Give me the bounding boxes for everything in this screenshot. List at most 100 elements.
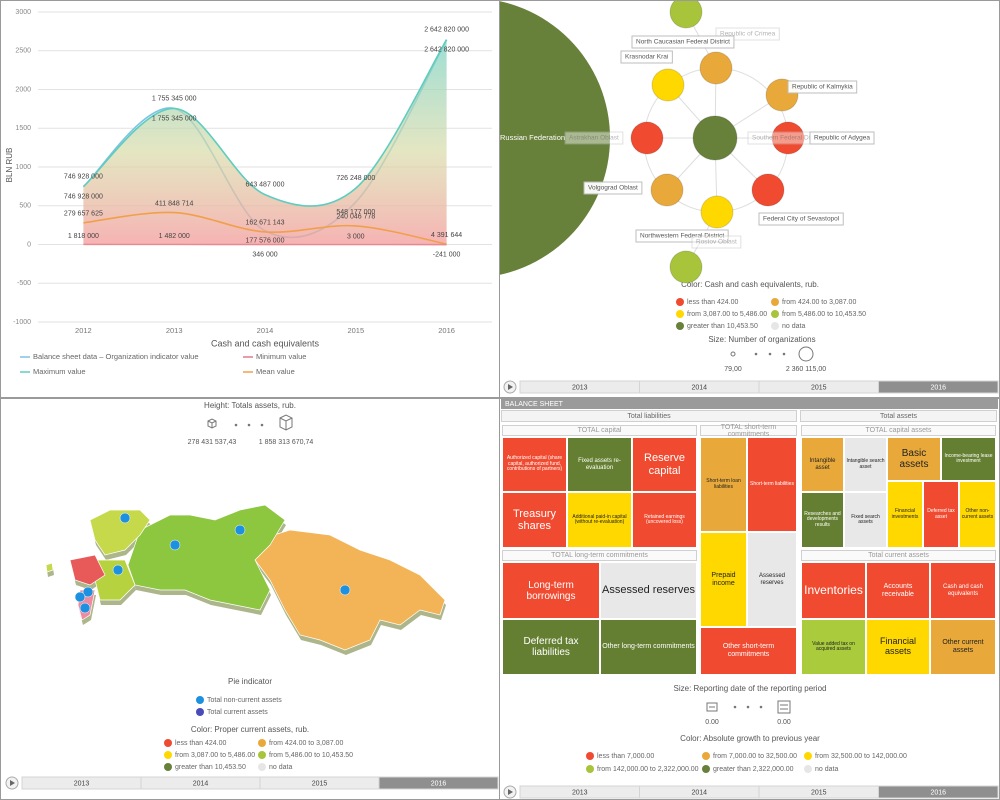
value-label: 162 671 143 bbox=[246, 220, 285, 227]
treemap-cell: Fixed search assets bbox=[844, 492, 887, 548]
region bbox=[45, 562, 54, 573]
treemap-cell: Accounts receivable bbox=[866, 562, 930, 619]
pie-marker bbox=[339, 584, 351, 596]
treemap-cell: Intangible search asset bbox=[844, 437, 887, 492]
legend-swatch bbox=[164, 763, 172, 771]
node-label-box bbox=[620, 50, 673, 64]
timeline-label: 2015 bbox=[811, 789, 827, 796]
y-tick-label: 500 bbox=[19, 203, 31, 210]
timeline-step[interactable] bbox=[378, 776, 499, 790]
legend-label: less than 424.00 bbox=[175, 740, 226, 747]
legend-label: from 424.00 to 3,087.00 bbox=[269, 740, 343, 747]
legend-label: Maximum value bbox=[33, 367, 86, 376]
legend-swatch bbox=[586, 765, 594, 773]
node bbox=[651, 68, 685, 102]
x-tick-label: 2016 bbox=[438, 326, 455, 335]
legend-swatch bbox=[258, 751, 266, 759]
treemap-cell: Value added tax on acquired assets bbox=[801, 619, 866, 675]
value-label: 746 928 000 bbox=[64, 173, 103, 180]
legend-label: from 424.00 to 3,087.00 bbox=[782, 299, 856, 306]
legend-label: from 5,486.00 to 10,453.50 bbox=[269, 752, 353, 759]
timeline-step[interactable] bbox=[878, 785, 999, 799]
value-label: 411 848 714 bbox=[155, 200, 194, 207]
node-label: Krasnodar Krai bbox=[625, 54, 668, 61]
legend-title: Pie indicator bbox=[228, 677, 272, 686]
section-header: TOTAL capital bbox=[502, 425, 697, 436]
treemap-cell: Assessed reserves bbox=[600, 562, 697, 619]
node-label-box bbox=[809, 131, 875, 145]
value-label: 548 177 000 bbox=[336, 209, 375, 216]
legend-swatch bbox=[164, 751, 172, 759]
legend-swatch bbox=[676, 322, 684, 330]
play-icon bbox=[10, 780, 15, 786]
legend-title: Color: Cash and cash equivalents, rub. bbox=[681, 280, 819, 289]
legend-label: greater than 2,322,000.00 bbox=[713, 766, 794, 773]
legend-swatch bbox=[258, 739, 266, 747]
node-label-box bbox=[787, 80, 858, 94]
treemap-cell: Intangible asset bbox=[801, 437, 844, 492]
timeline-label: 2013 bbox=[572, 384, 588, 391]
node bbox=[699, 51, 733, 85]
value-label: 177 576 000 bbox=[246, 238, 285, 245]
node-label: Astrakhan Oblast bbox=[569, 135, 619, 142]
legend-label: from 7,000.00 to 32,500.00 bbox=[713, 753, 797, 760]
legend-swatch bbox=[771, 298, 779, 306]
value-label: 240 046 778 bbox=[336, 214, 375, 221]
timeline-label: 2015 bbox=[811, 384, 827, 391]
node-label-box bbox=[631, 35, 735, 49]
legend-label: Balance sheet data – Organization indica… bbox=[33, 352, 199, 361]
value-label: 3 000 bbox=[347, 233, 365, 240]
node-label-box bbox=[564, 131, 624, 145]
y-tick-label: 2000 bbox=[15, 86, 31, 93]
node bbox=[771, 121, 805, 155]
timeline-step[interactable] bbox=[878, 380, 999, 394]
node-label: Russian Federation bbox=[500, 133, 565, 142]
timeline-label: 2016 bbox=[930, 789, 946, 796]
treemap-cell: Basic assets bbox=[887, 437, 941, 481]
node bbox=[650, 173, 684, 207]
legend-label: from 142,000.00 to 2,322,000.00 bbox=[597, 766, 699, 773]
legend-label: from 5,486.00 to 10,453.50 bbox=[782, 311, 866, 318]
treemap-title: BALANCE SHEET bbox=[501, 399, 998, 409]
treemap-cell: Fixed assets re-evaluation bbox=[567, 437, 632, 492]
treemap-cell: Other current assets bbox=[930, 619, 996, 675]
legend-title: Color: Absolute growth to previous year bbox=[680, 734, 820, 743]
treemap-cell: Retained earnings (uncovered loss) bbox=[632, 492, 697, 548]
x-tick-label: 2013 bbox=[166, 326, 183, 335]
pie-marker bbox=[234, 524, 246, 536]
timeline-label: 2015 bbox=[312, 780, 328, 787]
timeline-label: 2014 bbox=[691, 384, 707, 391]
y-tick-label: 0 bbox=[27, 241, 31, 248]
y-tick-label: -500 bbox=[17, 280, 31, 287]
legend-swatch bbox=[196, 696, 204, 704]
region bbox=[127, 504, 286, 611]
treemap-cell: Other short-term commitments bbox=[700, 627, 797, 675]
legend-swatch bbox=[702, 752, 710, 760]
size-min: 79,00 bbox=[724, 366, 742, 373]
node-label: Volgograd Oblast bbox=[588, 185, 638, 192]
node bbox=[751, 173, 785, 207]
node bbox=[500, 1, 610, 275]
y-tick-label: 1500 bbox=[15, 125, 31, 132]
value-label: 1 755 345 000 bbox=[152, 115, 197, 122]
treemap-cell: Other non-current assets bbox=[959, 481, 996, 548]
legend-swatch bbox=[771, 322, 779, 330]
timeline-label: 2013 bbox=[572, 789, 588, 796]
node bbox=[700, 195, 734, 229]
treemap-cell: Additional paid-in capital (without re-e… bbox=[567, 492, 632, 548]
legend-title: Size: Reporting date of the reporting pe… bbox=[674, 684, 827, 693]
value-label: 726 248 000 bbox=[336, 175, 375, 182]
x-tick-label: 2014 bbox=[257, 326, 274, 335]
timeline-label: 2014 bbox=[691, 789, 707, 796]
legend-swatch bbox=[804, 765, 812, 773]
value-label: 2 642 820 000 bbox=[424, 27, 469, 34]
node-label: Republic of Crimea bbox=[720, 31, 776, 38]
x-axis-title: Cash and cash equivalents bbox=[211, 338, 320, 348]
series-line bbox=[82, 39, 448, 207]
treemap-cell: Inventories bbox=[801, 562, 866, 619]
treemap-cell: Income-bearing lease investment bbox=[941, 437, 996, 481]
legend-label: from 32,500.00 to 142,000.00 bbox=[815, 753, 907, 760]
node-label: Southern Federal District bbox=[752, 135, 824, 142]
